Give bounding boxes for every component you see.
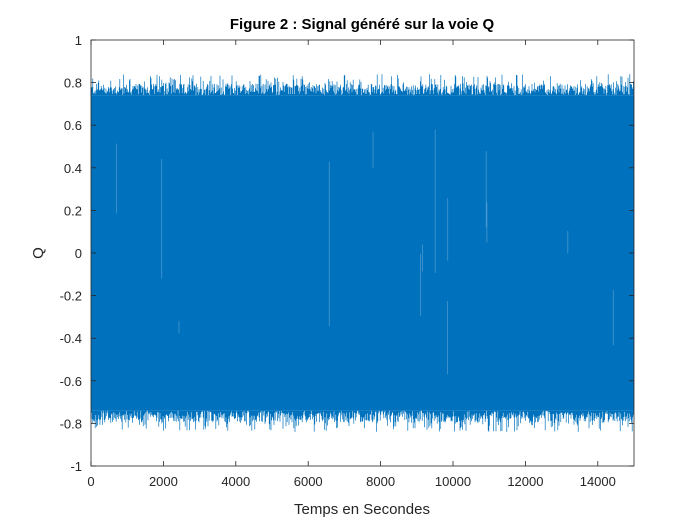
- x-tick-label: 2000: [149, 474, 178, 489]
- chart-title: Figure 2 : Signal généré sur la voie Q: [230, 16, 495, 33]
- x-tick-label: 8000: [366, 474, 395, 489]
- x-tick-label: 12000: [507, 474, 543, 489]
- x-tick-label: 0: [87, 474, 94, 489]
- x-tick-label: 6000: [294, 474, 323, 489]
- y-tick-label: -1: [70, 459, 82, 474]
- y-tick-label: -0.4: [60, 331, 82, 346]
- signal-streaks: [116, 129, 614, 375]
- signal-series: [90, 74, 634, 432]
- y-tick-label: 0.4: [64, 161, 82, 176]
- y-axis-label: Q: [30, 247, 47, 259]
- x-axis-label: Temps en Secondes: [294, 501, 430, 518]
- y-tick-label: -0.6: [60, 374, 82, 389]
- plot-area: [90, 39, 635, 467]
- x-tick-label: 10000: [435, 474, 471, 489]
- x-tick-label: 14000: [580, 474, 616, 489]
- y-tick-label: -0.8: [60, 416, 82, 431]
- signal-band: [91, 95, 634, 411]
- y-tick-label: 0: [75, 246, 82, 261]
- y-axis: 1 0.8 0.6 0.4 0.2 0 -0.2 -0.4 -0.6 -0.8 -1: [60, 33, 634, 474]
- y-tick-label: 1: [75, 33, 82, 48]
- y-tick-label: 0.6: [64, 118, 82, 133]
- y-tick-label: 0.8: [64, 76, 82, 91]
- x-axis: 0 2000 4000 6000 8000 10000 12000 14000: [87, 40, 616, 489]
- y-tick-label: 0.2: [64, 203, 82, 218]
- x-tick-label: 4000: [221, 474, 250, 489]
- y-tick-label: -0.2: [60, 289, 82, 304]
